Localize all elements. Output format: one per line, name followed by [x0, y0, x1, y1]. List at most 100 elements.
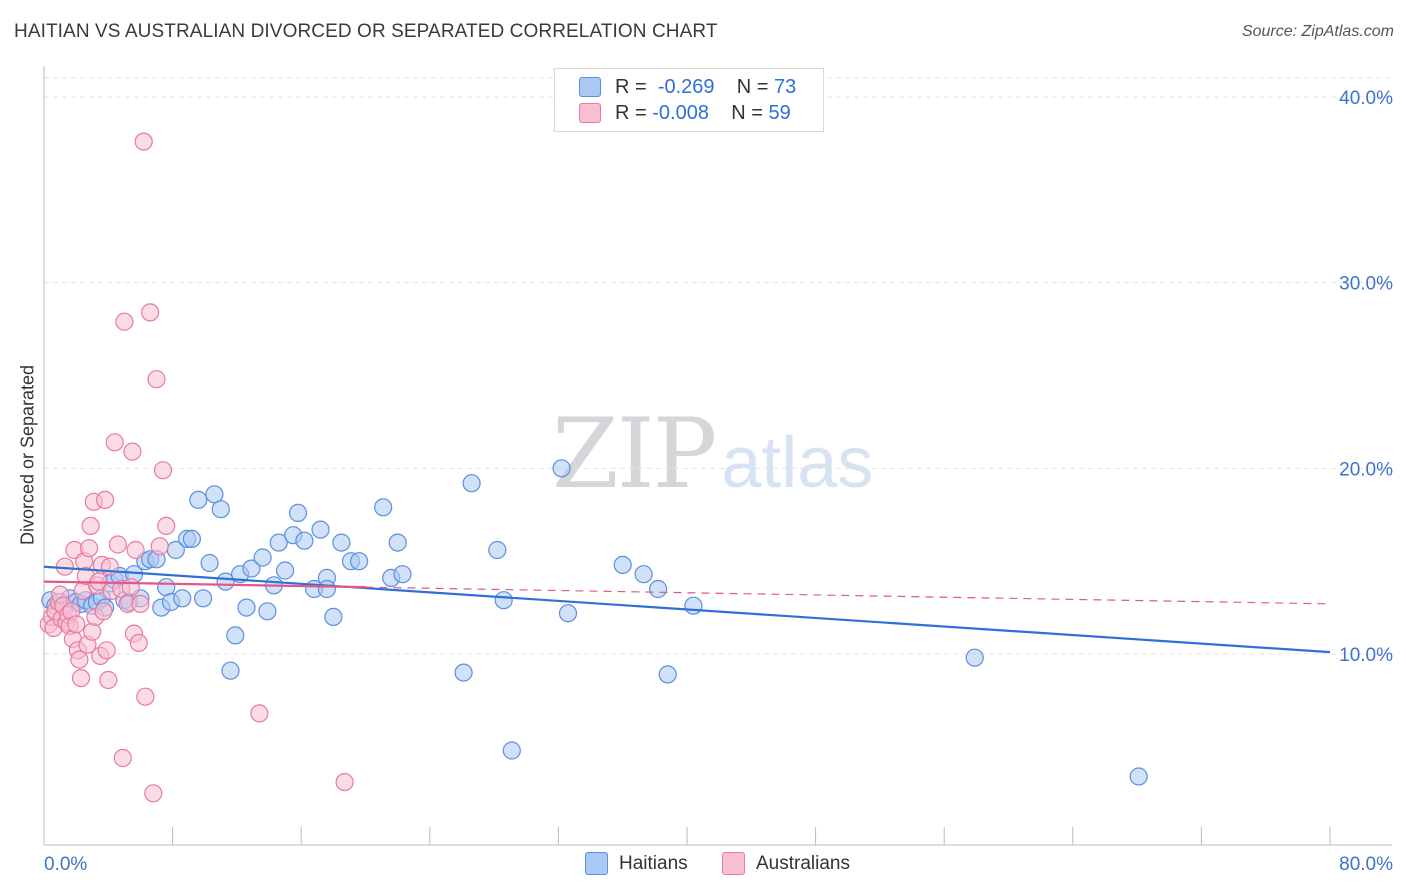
point-australians: [99, 670, 118, 690]
point-australians: [95, 490, 115, 509]
legend-row-australians: R = -0.008 N = 59: [579, 100, 791, 126]
point-haitians: [324, 607, 343, 627]
y-tick-label: 40.0%: [1339, 88, 1393, 109]
point-haitians: [552, 459, 571, 478]
point-australians: [81, 516, 100, 536]
point-haitians: [454, 663, 473, 682]
point-haitians: [393, 565, 412, 584]
point-australians: [113, 748, 132, 768]
point-haitians: [658, 665, 677, 684]
point-haitians: [288, 503, 308, 523]
point-haitians: [295, 531, 314, 550]
point-australians: [147, 370, 166, 389]
point-australians: [121, 578, 140, 597]
point-haitians: [374, 498, 393, 517]
correlation-legend: R = -0.269 N = 73 R = -0.008 N = 59: [554, 68, 824, 132]
point-australians: [100, 557, 120, 576]
point-australians: [79, 539, 99, 558]
point-haitians: [317, 579, 336, 599]
source-label: Source: ZipAtlas.com: [1241, 23, 1394, 40]
bottom-legend-haitians[interactable]: Haitians: [585, 852, 688, 875]
point-australians: [144, 784, 163, 803]
point-haitians: [242, 559, 261, 578]
chart-title: HAITIAN VS AUSTRALIAN DIVORCED OR SEPARA…: [14, 21, 718, 42]
point-haitians: [258, 602, 277, 621]
y-tick-label: 10.0%: [1339, 645, 1393, 666]
point-australians: [129, 633, 148, 653]
point-haitians: [221, 661, 240, 680]
point-australians: [105, 433, 124, 452]
trendline-haitians: [43, 565, 1331, 654]
bottom-legend-label-australians: Australians: [756, 852, 850, 874]
point-australians: [94, 602, 113, 621]
trendline-australians: [43, 580, 366, 589]
point-australians: [126, 540, 145, 560]
point-australians: [83, 622, 102, 641]
point-australians: [134, 132, 153, 151]
point-haitians: [648, 579, 668, 599]
point-australians: [150, 537, 169, 556]
point-haitians: [558, 604, 578, 623]
point-australians: [335, 772, 354, 792]
point-haitians: [350, 552, 369, 571]
bottom-legend-australians[interactable]: Australians: [722, 852, 850, 875]
point-australians: [131, 594, 150, 614]
point-australians: [71, 668, 91, 688]
trendline-australians-extension: [365, 586, 1331, 605]
point-haitians: [200, 553, 219, 573]
legend-r-value: -0.269: [657, 75, 715, 98]
legend-n-label: N =: [731, 101, 763, 124]
legend-n-label: N =: [736, 75, 769, 98]
legend-swatch-australians: [579, 103, 601, 123]
point-australians: [67, 615, 86, 634]
legend-r-label: R =: [615, 101, 647, 124]
point-haitians: [182, 529, 201, 549]
point-haitians: [173, 589, 192, 608]
point-australians: [157, 516, 176, 536]
legend-row-haitians: R = -0.269 N = 73: [579, 74, 796, 100]
x-tick-label-min: 0.0%: [44, 854, 87, 875]
point-australians: [136, 687, 155, 706]
point-haitians: [237, 598, 256, 617]
legend-n-value: 73: [774, 75, 797, 98]
point-haitians: [388, 533, 407, 552]
point-haitians: [1129, 767, 1148, 786]
point-haitians: [189, 490, 208, 509]
legend-r-label: R =: [615, 75, 647, 98]
point-haitians: [194, 589, 213, 608]
point-haitians: [226, 626, 245, 645]
point-haitians: [253, 548, 272, 567]
bottom-legend-swatch-haitians: [585, 852, 608, 875]
point-haitians: [276, 561, 295, 580]
point-haitians: [269, 533, 288, 552]
legend-swatch-haitians: [579, 77, 601, 97]
point-australians: [153, 461, 173, 480]
bottom-legend-label-haitians: Haitians: [619, 852, 688, 874]
point-haitians: [684, 596, 703, 615]
point-australians: [141, 303, 160, 322]
x-tick-label-max: 80.0%: [1339, 854, 1393, 875]
point-haitians: [462, 474, 481, 493]
point-haitians: [634, 565, 653, 584]
point-haitians: [311, 520, 330, 539]
point-haitians: [965, 648, 984, 667]
point-australians: [123, 442, 142, 461]
point-haitians: [494, 591, 513, 610]
y-tick-label: 20.0%: [1339, 459, 1393, 480]
point-haitians: [211, 500, 230, 519]
point-australians: [97, 641, 116, 660]
bottom-legend-swatch-australians: [722, 852, 745, 875]
point-australians: [70, 650, 89, 669]
point-australians: [108, 535, 128, 554]
point-haitians: [488, 540, 507, 560]
point-haitians: [332, 533, 351, 552]
legend-n-value: 59: [768, 101, 791, 124]
point-australians: [115, 312, 134, 331]
point-haitians: [613, 555, 632, 575]
legend-r-value: -0.008: [652, 101, 709, 124]
point-australians: [250, 704, 269, 723]
point-haitians: [502, 741, 521, 760]
y-axis-label: Divorced or Separated: [17, 364, 38, 546]
y-tick-label: 30.0%: [1339, 274, 1393, 295]
